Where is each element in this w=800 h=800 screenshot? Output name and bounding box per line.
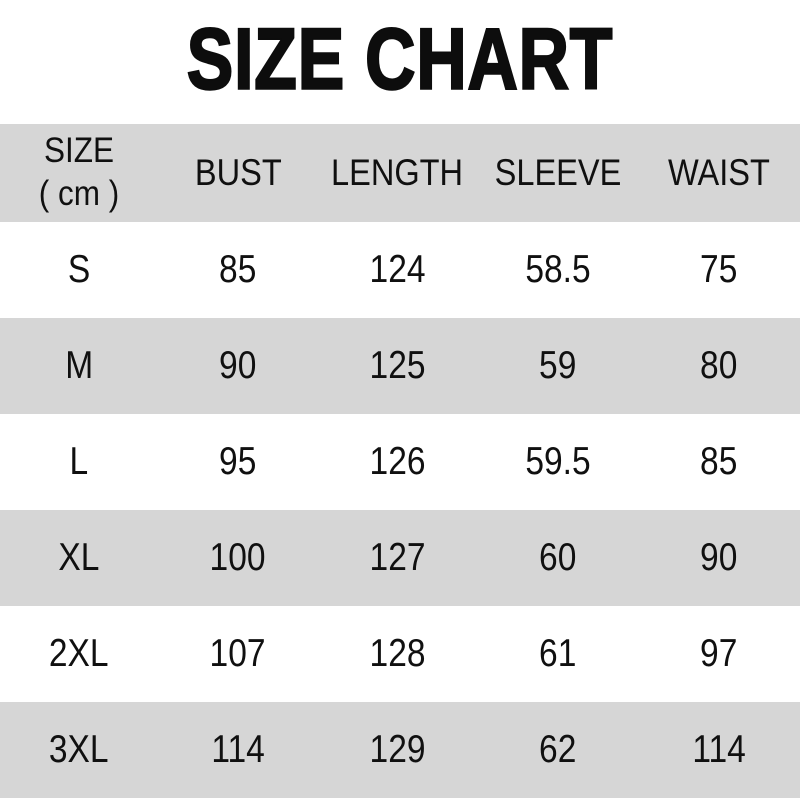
cell-waist: 75 (638, 222, 800, 318)
column-header-bust: BUST (158, 124, 318, 222)
column-header-sleeve: SLEEVE (477, 124, 638, 222)
table-row: 3XL 114 129 62 114 (0, 702, 800, 798)
cell-bust: 90 (158, 318, 318, 414)
cell-size: M (0, 318, 158, 414)
cell-size-value: 3XL (49, 728, 109, 771)
cell-length: 129 (318, 702, 477, 798)
cell-waist: 85 (638, 414, 800, 510)
cell-size-value: XL (58, 536, 100, 579)
cell-size: 3XL (0, 702, 158, 798)
cell-size-value: S (67, 248, 91, 291)
table-row: S 85 124 58.5 75 (0, 222, 800, 318)
cell-length-value: 127 (369, 536, 426, 579)
cell-sleeve-value: 62 (538, 728, 577, 771)
table-row: M 90 125 59 80 (0, 318, 800, 414)
cell-length: 127 (318, 510, 477, 606)
column-header-length-label: LENGTH (331, 152, 464, 193)
cell-waist-value: 80 (700, 344, 738, 387)
cell-sleeve-value: 61 (538, 632, 577, 675)
cell-sleeve-value: 60 (538, 536, 577, 579)
cell-bust-value: 95 (219, 440, 257, 483)
table-header-row: SIZE ( cm ) BUST LENGTH SLEEVE WAIST (0, 124, 800, 222)
cell-sleeve-value: 59 (538, 344, 577, 387)
cell-sleeve: 62 (477, 702, 638, 798)
cell-sleeve: 58.5 (477, 222, 638, 318)
column-header-length: LENGTH (318, 124, 477, 222)
cell-length: 128 (318, 606, 477, 702)
cell-sleeve-value: 59.5 (524, 440, 591, 483)
cell-size-value: M (65, 344, 93, 387)
column-header-waist-label: WAIST (668, 152, 770, 193)
title-band: SIZE CHART (0, 0, 800, 124)
cell-waist-value: 90 (700, 536, 738, 579)
cell-sleeve: 60 (477, 510, 638, 606)
cell-waist: 97 (638, 606, 800, 702)
cell-waist-value: 114 (692, 728, 746, 771)
table-row: 2XL 107 128 61 97 (0, 606, 800, 702)
cell-length: 125 (318, 318, 477, 414)
cell-length-value: 128 (369, 632, 426, 675)
cell-waist-value: 85 (700, 440, 738, 483)
cell-waist-value: 75 (700, 248, 738, 291)
cell-waist: 114 (638, 702, 800, 798)
cell-size-value: L (69, 440, 89, 483)
cell-size: 2XL (0, 606, 158, 702)
cell-bust: 100 (158, 510, 318, 606)
cell-waist: 90 (638, 510, 800, 606)
cell-bust: 114 (158, 702, 318, 798)
cell-length-value: 126 (369, 440, 426, 483)
cell-bust-value: 107 (210, 632, 266, 675)
cell-size: XL (0, 510, 158, 606)
cell-sleeve: 61 (477, 606, 638, 702)
cell-bust-value: 90 (219, 344, 257, 387)
cell-size-value: 2XL (49, 632, 109, 675)
cell-bust-value: 85 (219, 248, 257, 291)
table-row: XL 100 127 60 90 (0, 510, 800, 606)
cell-waist-value: 97 (700, 632, 738, 675)
size-chart-table: SIZE ( cm ) BUST LENGTH SLEEVE WAIST (0, 124, 800, 798)
column-header-size-line1: SIZE (43, 131, 115, 171)
cell-length-value: 124 (369, 248, 426, 291)
cell-sleeve-value: 58.5 (524, 248, 591, 291)
cell-bust: 85 (158, 222, 318, 318)
cell-length-value: 125 (369, 344, 426, 387)
cell-bust-value: 114 (211, 728, 265, 771)
table-row: L 95 126 59.5 85 (0, 414, 800, 510)
cell-bust: 95 (158, 414, 318, 510)
cell-length: 124 (318, 222, 477, 318)
column-header-bust-label: BUST (194, 152, 282, 193)
cell-bust: 107 (158, 606, 318, 702)
cell-size: L (0, 414, 158, 510)
cell-sleeve: 59 (477, 318, 638, 414)
cell-length: 126 (318, 414, 477, 510)
column-header-size: SIZE ( cm ) (0, 124, 158, 222)
cell-length-value: 129 (369, 728, 426, 771)
cell-waist: 80 (638, 318, 800, 414)
column-header-size-unit: ( cm ) (38, 174, 120, 213)
column-header-sleeve-label: SLEEVE (494, 152, 621, 193)
cell-bust-value: 100 (210, 536, 266, 579)
cell-size: S (0, 222, 158, 318)
column-header-waist: WAIST (638, 124, 800, 222)
cell-sleeve: 59.5 (477, 414, 638, 510)
page-title: SIZE CHART (186, 10, 614, 108)
